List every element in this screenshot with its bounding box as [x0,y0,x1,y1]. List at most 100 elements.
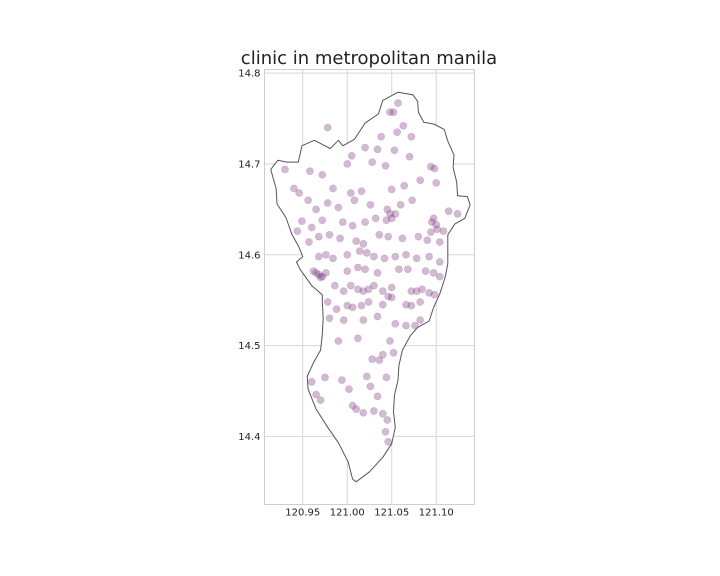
clinic-point [357,187,366,196]
clinic-point [394,99,402,107]
clinic-point [390,146,399,155]
clinic-point [361,218,369,226]
clinic-point [359,239,368,248]
clinic-point [399,121,408,130]
y-tick-label: 14.4 [238,432,260,443]
clinic-point [364,298,373,306]
clinic-point [323,123,332,132]
clinic-point [325,230,334,239]
clinic-point [334,337,343,345]
y-tick-label: 14.6 [238,250,260,261]
clinic-point [343,301,352,310]
clinic-point [412,287,421,295]
clinic-point [384,437,393,446]
clinic-point [347,151,356,160]
clinic-point [325,314,334,323]
clinic-point [348,401,357,410]
clinic-point [407,132,416,141]
clinic-point [304,196,312,205]
clinic-point [323,199,332,207]
clinic-point [407,301,416,310]
clinic-point [312,268,320,277]
clinic-point [378,287,387,295]
clinic-point [377,132,385,141]
clinic-point [391,209,400,218]
clinic-point [373,312,382,321]
chart-title: clinic in metropolitan manila [241,48,497,69]
clinic-point [307,377,316,386]
clinic-point [429,214,438,223]
clinic-point [305,238,313,246]
clinic-point [380,254,389,263]
clinic-point [369,281,378,290]
clinic-point [359,316,368,324]
clinic-point [416,316,425,324]
clinic-point [352,237,361,245]
clinic-point [316,273,325,282]
clinic-point [323,298,332,306]
clinic-point [408,196,417,205]
clinic-point [316,396,325,404]
clinic-point [387,214,396,223]
x-tick-labels: 120.95 121.00 121.05 121.10 [285,508,453,519]
clinic-points [281,99,462,446]
clinic-point [421,267,430,275]
clinic-point [382,373,391,382]
clinic-point [387,283,396,292]
clinic-point [435,238,444,246]
clinic-point [289,184,298,193]
clinic-point [314,232,323,241]
x-tick-label: 121.10 [419,508,454,519]
clinic-point [383,205,392,214]
clinic-point [425,288,433,297]
clinic-point [394,265,403,274]
clinic-point [375,230,384,239]
clinic-point [396,200,405,209]
clinic-point [405,152,414,161]
clinic-point [281,165,289,174]
clinic-point [416,176,425,185]
clinic-point [389,348,398,357]
clinic-point [366,382,375,391]
clinic-point [433,225,441,234]
clinic-point [332,305,341,314]
clinic-point [337,376,346,384]
clinic-point [343,159,352,168]
clinic-point [453,209,462,218]
clinic-point [430,290,439,299]
clinic-point [384,232,393,241]
clinic-point [387,185,396,194]
y-tick-label: 14.5 [238,341,260,352]
clinic-point [416,298,425,306]
clinic-point [371,214,380,223]
clinic-point [361,265,369,274]
x-tick-label: 120.95 [285,508,320,519]
clinic-point [381,427,390,436]
clinic-point [352,405,361,413]
clinic-point [369,252,378,261]
clinic-point [386,108,394,117]
y-tick-labels: 14.4 14.5 14.6 14.7 14.8 [238,69,260,443]
clinic-point [343,267,352,275]
clinic-point [435,258,444,266]
clinic-point [429,268,438,277]
clinic-point [350,196,359,205]
clinic-point [384,292,393,301]
clinic-point [312,205,320,214]
clinic-point [369,407,378,415]
clinic-point [403,265,412,274]
clinic-point [391,252,400,261]
plot-frame [264,69,475,505]
clinic-point [312,390,320,399]
clinic-point [375,356,384,364]
clinic-point [382,216,391,225]
clinic-point [339,287,348,295]
clinic-point [353,263,362,272]
clinic-point [378,409,387,418]
clinic-point [359,408,368,417]
y-tick-label: 14.7 [238,159,260,170]
y-tick-label: 14.8 [238,69,260,80]
clinic-point [355,247,364,255]
clinic-point [314,252,323,261]
clinic-point [353,285,362,294]
